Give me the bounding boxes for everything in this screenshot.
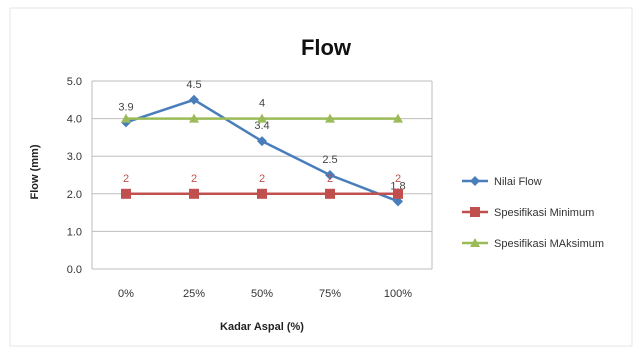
y-tick-label: 1.0 <box>67 226 82 238</box>
data-point <box>325 170 335 180</box>
data-label: 2 <box>327 173 333 185</box>
legend: Nilai Flow Spesifikasi Minimum Spesifikasi… <box>462 176 604 250</box>
data-label: 2 <box>123 173 129 185</box>
data-point <box>393 113 403 123</box>
plot-layer: 0.0 1.0 2.0 3.0 4.0 5.0 0% 25% 50% 75% 100% 3.9 4.5 3… <box>67 76 433 300</box>
y-tick-label: 0.0 <box>67 264 82 276</box>
x-tick-label: 0% <box>118 288 134 300</box>
data-point <box>325 188 335 199</box>
chart-title: Flow <box>301 35 352 60</box>
y-tick-label: 4.0 <box>67 114 82 126</box>
data-point <box>257 188 267 199</box>
chart-border <box>9 7 633 347</box>
legend-marker <box>470 238 480 247</box>
data-label: 4.5 <box>186 79 201 91</box>
legend-label: Nilai Flow <box>494 176 542 188</box>
y-tick-label: 3.0 <box>67 151 82 163</box>
data-label: 2.5 <box>322 154 337 166</box>
data-label: 2 <box>259 173 265 185</box>
y-tick-label: 2.0 <box>67 189 82 201</box>
x-tick-label: 100% <box>384 288 412 300</box>
x-axis-title: Kadar Aspal (%) <box>220 321 304 333</box>
x-tick-label: 25% <box>183 288 205 300</box>
data-point <box>189 113 199 123</box>
data-label: 3.9 <box>118 101 133 113</box>
y-tick-label: 5.0 <box>67 76 82 88</box>
legend-label: Spesifikasi Minimum <box>494 207 594 219</box>
legend-marker <box>470 207 480 217</box>
data-point <box>325 113 335 123</box>
data-point <box>393 188 403 199</box>
data-label: 3.4 <box>254 120 269 132</box>
data-point <box>257 113 267 123</box>
data-point <box>189 188 199 199</box>
y-axis-title: Flow (mm) <box>29 144 41 199</box>
legend-label: Spesifikasi MAksimum <box>494 238 604 250</box>
x-tick-label: 50% <box>251 288 273 300</box>
data-label: 2 <box>191 173 197 185</box>
data-point <box>257 136 267 147</box>
x-tick-label: 75% <box>319 288 341 300</box>
data-label: 4 <box>259 98 265 110</box>
data-label: 2 <box>395 173 401 185</box>
data-point <box>121 113 131 123</box>
data-point <box>189 94 199 105</box>
data-point <box>121 188 131 199</box>
legend-marker <box>470 176 480 186</box>
data-point <box>393 196 403 207</box>
